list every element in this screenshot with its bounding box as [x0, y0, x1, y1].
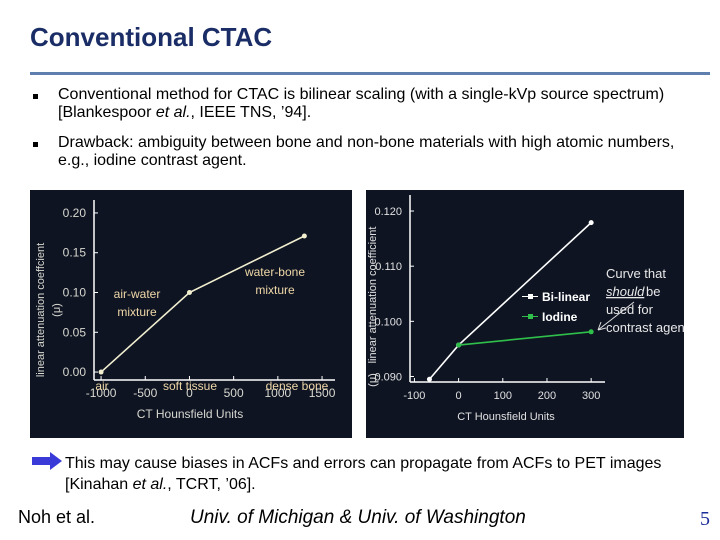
y-tick-label: 0.120: [374, 206, 402, 218]
x-tick-label: -100: [403, 390, 425, 402]
x-tick-label: 1500: [309, 386, 336, 400]
note: This may cause biases in ACFs and errors…: [65, 453, 705, 495]
annotation: mixture: [117, 305, 157, 319]
text: Conventional method for CTAC is bilinear…: [58, 86, 665, 121]
y-tick-label: 0.15: [63, 246, 87, 260]
point: [588, 329, 594, 335]
point: [301, 233, 307, 239]
point: [98, 369, 104, 375]
x-tick-label: -1000: [86, 386, 117, 400]
annotation: water-bone: [244, 265, 305, 279]
x-tick-label: 100: [494, 390, 512, 402]
point: [456, 342, 462, 348]
point: [186, 290, 192, 295]
annotation: air: [95, 379, 108, 393]
annotation: contrast agent: [606, 320, 684, 335]
y-axis-label: (μ): [51, 303, 63, 317]
x-tick-label: -500: [133, 386, 157, 400]
x-tick-label: 500: [224, 386, 244, 400]
x-tick-label: 300: [582, 390, 600, 402]
y-axis-label: (μ): [367, 373, 379, 387]
page-number: 5: [700, 508, 710, 530]
annotation: be: [646, 284, 660, 299]
text: et al.: [155, 104, 191, 121]
y-tick-label: 0.090: [374, 371, 402, 383]
y-tick-label: 0.10: [63, 286, 87, 300]
annotation: Curve that: [606, 266, 666, 281]
bullet: Conventional method for CTAC is bilinear…: [58, 86, 698, 122]
title-rule: [30, 72, 710, 75]
legend-label: Bi-linear: [542, 290, 590, 304]
bullet-mark: [33, 94, 38, 99]
annotation: mixture: [255, 283, 295, 297]
text: , TCRT, ’06].: [167, 476, 256, 493]
y-tick-label: 0.110: [375, 261, 402, 273]
y-axis-label: linear attenuation coeffcient: [35, 243, 47, 377]
y-tick-label: 0.00: [63, 365, 87, 379]
x-tick-label: 1000: [264, 386, 291, 400]
slide-title: Conventional CTAC: [30, 22, 273, 52]
footer-affiliation: Univ. of Michigan & Univ. of Washington: [190, 507, 526, 528]
bullet-mark: [33, 142, 38, 147]
annotation: should: [606, 284, 645, 299]
annotation: soft tissue: [163, 379, 217, 393]
y-tick-label: 0.20: [63, 206, 87, 220]
annotation-arrow: [597, 301, 635, 331]
point: [588, 220, 594, 226]
x-tick-label: 0: [456, 390, 462, 402]
y-tick-label: 0.100: [374, 316, 402, 328]
annotation: used for: [606, 302, 654, 317]
annotation: dense bone: [266, 379, 329, 393]
footer-author: Noh et al.: [18, 507, 96, 527]
text: This may cause biases in ACFs and errors…: [65, 455, 662, 493]
text: , IEEE TNS, ’94].: [190, 104, 312, 121]
x-tick-label: 200: [538, 390, 556, 402]
point: [426, 376, 432, 382]
legend-label: Iodine: [542, 310, 578, 324]
x-axis-label: CT Hounsfield Units: [137, 407, 244, 421]
arrow-icon: [32, 452, 62, 470]
y-axis-label: linear attenuation coefficient: [367, 227, 379, 364]
text: et al.: [132, 476, 168, 493]
x-axis-label: CT Hounsfield Units: [457, 411, 555, 423]
text: Drawback: ambiguity between bone and non…: [58, 134, 675, 169]
annotation: air-water: [114, 287, 161, 301]
x-tick-label: 0: [186, 386, 193, 400]
y-tick-label: 0.05: [63, 325, 87, 339]
chart-panel: 0.00 0.05 0.10 0.15 0.20 -1000 -500 0 500 1000 150…: [30, 190, 352, 438]
series-line: [458, 331, 592, 346]
chart-panel: 0.090 0.100 0.110 0.120 -100 0 100 200 300 CT Hou…: [366, 190, 684, 438]
bullet: Drawback: ambiguity between bone and non…: [58, 134, 698, 170]
